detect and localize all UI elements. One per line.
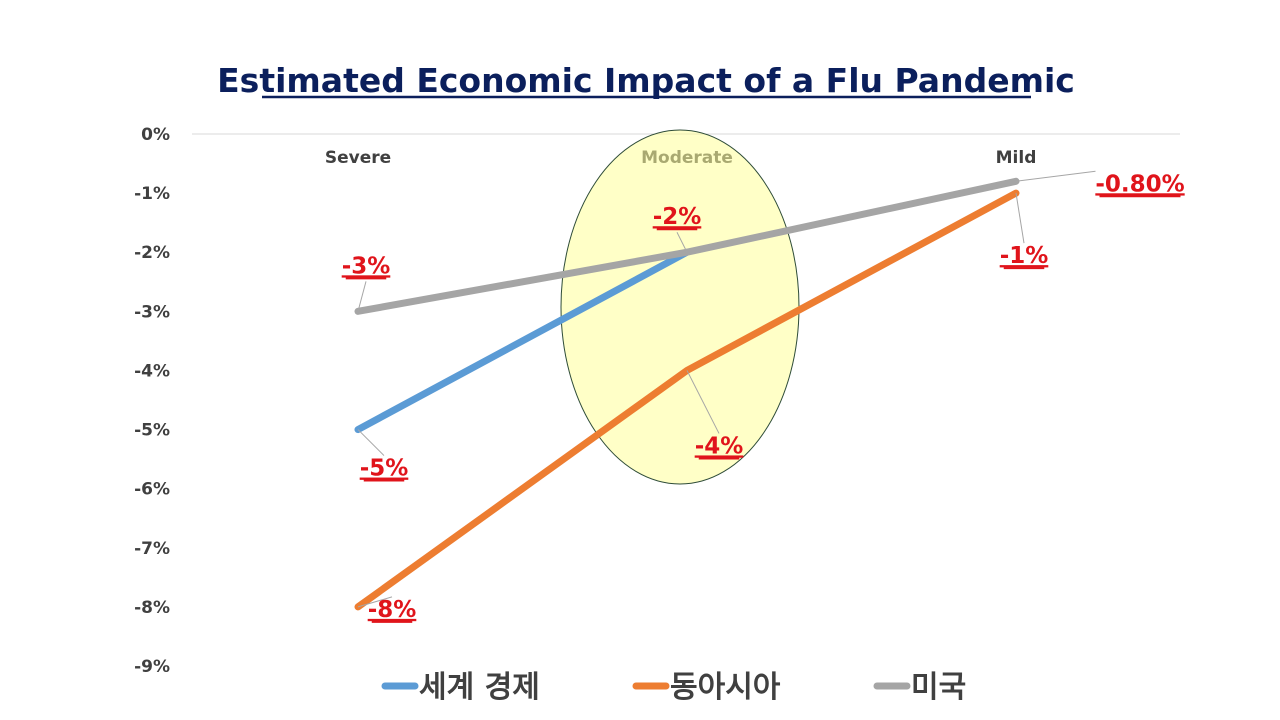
- legend-label: 세계 경제: [419, 670, 540, 705]
- category-label: Mild: [996, 148, 1037, 168]
- data-label: -4%: [695, 433, 744, 459]
- data-label: -5%: [360, 456, 409, 482]
- data-label: -8%: [368, 597, 417, 623]
- leader-line: [357, 596, 393, 608]
- data-label: -1%: [1000, 243, 1049, 269]
- leader-line: [1015, 170, 1096, 182]
- y-tick-label: -7%: [134, 539, 170, 559]
- y-tick-label: -4%: [134, 361, 170, 381]
- legend-label: 동아시아: [670, 670, 781, 705]
- y-tick-label: -5%: [134, 421, 170, 441]
- y-tick-label: -2%: [134, 243, 170, 263]
- y-tick-label: -9%: [134, 657, 170, 677]
- leader-line: [357, 281, 367, 312]
- category-label: Severe: [325, 148, 391, 168]
- moderate-highlight-ellipse: [560, 129, 800, 485]
- leader-line: [1015, 193, 1025, 244]
- y-tick-label: -8%: [134, 598, 170, 618]
- leader-line: [686, 370, 720, 434]
- data-label: -2%: [653, 204, 702, 230]
- series-line-0: [354, 248, 691, 434]
- leader-line: [676, 231, 688, 253]
- legend-label: 미국: [911, 670, 966, 705]
- y-tick-label: 0%: [141, 125, 170, 145]
- chart-title: Estimated Economic Impact of a Flu Pande…: [217, 61, 1075, 100]
- leader-line: [357, 429, 385, 456]
- data-label: -3%: [342, 253, 391, 279]
- y-tick-label: -6%: [134, 480, 170, 500]
- y-tick-label: -1%: [134, 184, 170, 204]
- data-label: -0.80%: [1095, 171, 1184, 197]
- y-tick-label: -3%: [134, 302, 170, 322]
